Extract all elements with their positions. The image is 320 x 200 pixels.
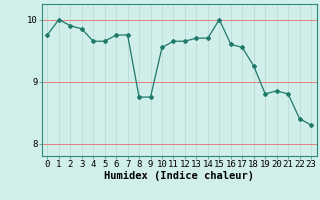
X-axis label: Humidex (Indice chaleur): Humidex (Indice chaleur) xyxy=(104,171,254,181)
